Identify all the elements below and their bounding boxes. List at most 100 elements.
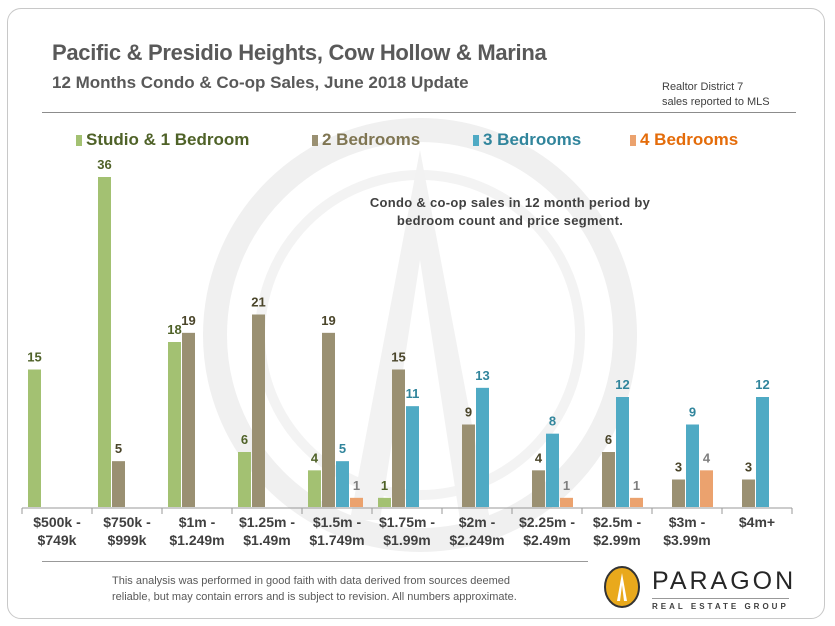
bar-studio bbox=[308, 470, 321, 507]
disclaimer-line: reliable, but may contain errors and is … bbox=[112, 591, 517, 603]
legend-2br: 2 Bedrooms bbox=[312, 130, 420, 150]
x-tick-label: $2.5m - bbox=[593, 514, 642, 530]
x-tick-label: $3m - bbox=[669, 514, 706, 530]
bar-2br bbox=[532, 470, 545, 507]
slide-frame bbox=[7, 8, 825, 619]
x-tick-label: $2.249m bbox=[449, 532, 504, 548]
x-tick-label: $1m - bbox=[179, 514, 216, 530]
x-tick-label: $1.25m - bbox=[239, 514, 295, 530]
data-label: 4 bbox=[703, 450, 711, 465]
chart-annotation: Condo & co-op sales in 12 month period b… bbox=[340, 194, 680, 230]
legend-label: Studio & 1 Bedroom bbox=[86, 130, 250, 149]
data-label: 4 bbox=[535, 450, 543, 465]
bar-2br bbox=[182, 332, 195, 507]
data-label: 3 bbox=[745, 460, 752, 475]
bar-4br bbox=[700, 470, 713, 507]
x-tick-label: $500k - bbox=[33, 514, 81, 530]
bar-2br bbox=[392, 369, 405, 507]
data-label: 15 bbox=[27, 350, 41, 365]
bar-2br bbox=[252, 314, 265, 507]
data-label: 9 bbox=[465, 405, 472, 420]
note-line: sales reported to MLS bbox=[662, 96, 770, 108]
data-label: 5 bbox=[339, 441, 346, 456]
brand-tagline: REAL ESTATE GROUP bbox=[652, 598, 789, 611]
annotation-line: Condo & co-op sales in 12 month period b… bbox=[369, 195, 651, 210]
data-label: 18 bbox=[167, 322, 181, 337]
bar-2br bbox=[672, 479, 685, 507]
data-label: 8 bbox=[549, 414, 556, 429]
data-label: 13 bbox=[475, 368, 489, 383]
legend-label: 3 Bedrooms bbox=[483, 130, 582, 149]
x-tick-label: $1.5m - bbox=[313, 514, 362, 530]
data-label: 1 bbox=[381, 478, 388, 493]
data-label: 19 bbox=[181, 313, 195, 328]
data-label: 5 bbox=[115, 441, 122, 456]
bar-4br bbox=[350, 497, 363, 507]
x-tick-label: $3.99m bbox=[663, 532, 710, 548]
data-label: 11 bbox=[406, 386, 420, 401]
bar-2br bbox=[742, 479, 755, 507]
data-label: 9 bbox=[689, 405, 696, 420]
bar-2br bbox=[322, 332, 335, 507]
bar-3br bbox=[546, 433, 559, 507]
bar-4br bbox=[560, 497, 573, 507]
note-line: Realtor District 7 bbox=[662, 81, 744, 93]
bar-3br bbox=[476, 387, 489, 507]
legend-3br: 3 Bedrooms bbox=[473, 130, 581, 150]
bar-studio bbox=[98, 177, 111, 507]
bar-3br bbox=[616, 397, 629, 507]
data-label: 12 bbox=[755, 377, 769, 392]
legend-swatch bbox=[473, 134, 479, 146]
source-note: Realtor District 7 sales reported to MLS bbox=[662, 80, 770, 110]
chart-subtitle: 12 Months Condo & Co-op Sales, June 2018… bbox=[52, 73, 469, 92]
bar-studio bbox=[28, 369, 41, 507]
data-label: 19 bbox=[321, 313, 335, 328]
data-label: 12 bbox=[615, 377, 629, 392]
data-label: 21 bbox=[251, 295, 265, 310]
x-tick-label: $4m+ bbox=[739, 514, 775, 530]
paragon-logo-icon bbox=[604, 566, 640, 608]
data-label: 1 bbox=[633, 478, 640, 493]
data-label: 15 bbox=[391, 350, 405, 365]
footer-divider bbox=[42, 561, 588, 562]
bar-studio bbox=[378, 497, 391, 507]
disclaimer-line: This analysis was performed in good fait… bbox=[112, 575, 511, 587]
legend-swatch bbox=[76, 134, 82, 146]
x-tick-label: $999k bbox=[108, 532, 147, 548]
x-tick-label: $1.249m bbox=[169, 532, 224, 548]
bar-2br bbox=[112, 461, 125, 507]
header-divider bbox=[42, 112, 796, 113]
legend-4br: 4 Bedrooms bbox=[630, 130, 738, 150]
x-tick-label: $1.75m - bbox=[379, 514, 435, 530]
bar-3br bbox=[756, 397, 769, 507]
legend-swatch bbox=[630, 134, 636, 146]
chart-title: Pacific & Presidio Heights, Cow Hollow &… bbox=[52, 40, 547, 65]
bar-2br bbox=[462, 424, 475, 507]
bar-3br bbox=[336, 461, 349, 507]
data-label: 3 bbox=[675, 460, 682, 475]
disclaimer: This analysis was performed in good fait… bbox=[112, 573, 517, 605]
x-tick-label: $2.25m - bbox=[519, 514, 575, 530]
x-tick-label: $2m - bbox=[459, 514, 496, 530]
brand-name: PARAGON bbox=[652, 567, 797, 595]
data-label: 6 bbox=[605, 432, 612, 447]
legend-swatch bbox=[312, 134, 318, 146]
legend-studio: Studio & 1 Bedroom bbox=[76, 130, 249, 150]
data-label: 6 bbox=[241, 432, 248, 447]
x-tick-label: $2.49m bbox=[523, 532, 570, 548]
legend-label: 4 Bedrooms bbox=[640, 130, 739, 149]
data-label: 1 bbox=[353, 478, 360, 493]
bar-2br bbox=[602, 452, 615, 507]
annotation-line: bedroom count and price segment. bbox=[396, 213, 624, 228]
bar-studio bbox=[168, 342, 181, 507]
x-tick-label: $2.99m bbox=[593, 532, 640, 548]
data-label: 1 bbox=[563, 478, 570, 493]
x-tick-label: $1.99m bbox=[383, 532, 430, 548]
data-label: 36 bbox=[97, 157, 111, 172]
x-tick-label: $1.749m bbox=[309, 532, 364, 548]
legend-label: 2 Bedrooms bbox=[322, 130, 421, 149]
bar-3br bbox=[406, 406, 419, 507]
bar-studio bbox=[238, 452, 251, 507]
